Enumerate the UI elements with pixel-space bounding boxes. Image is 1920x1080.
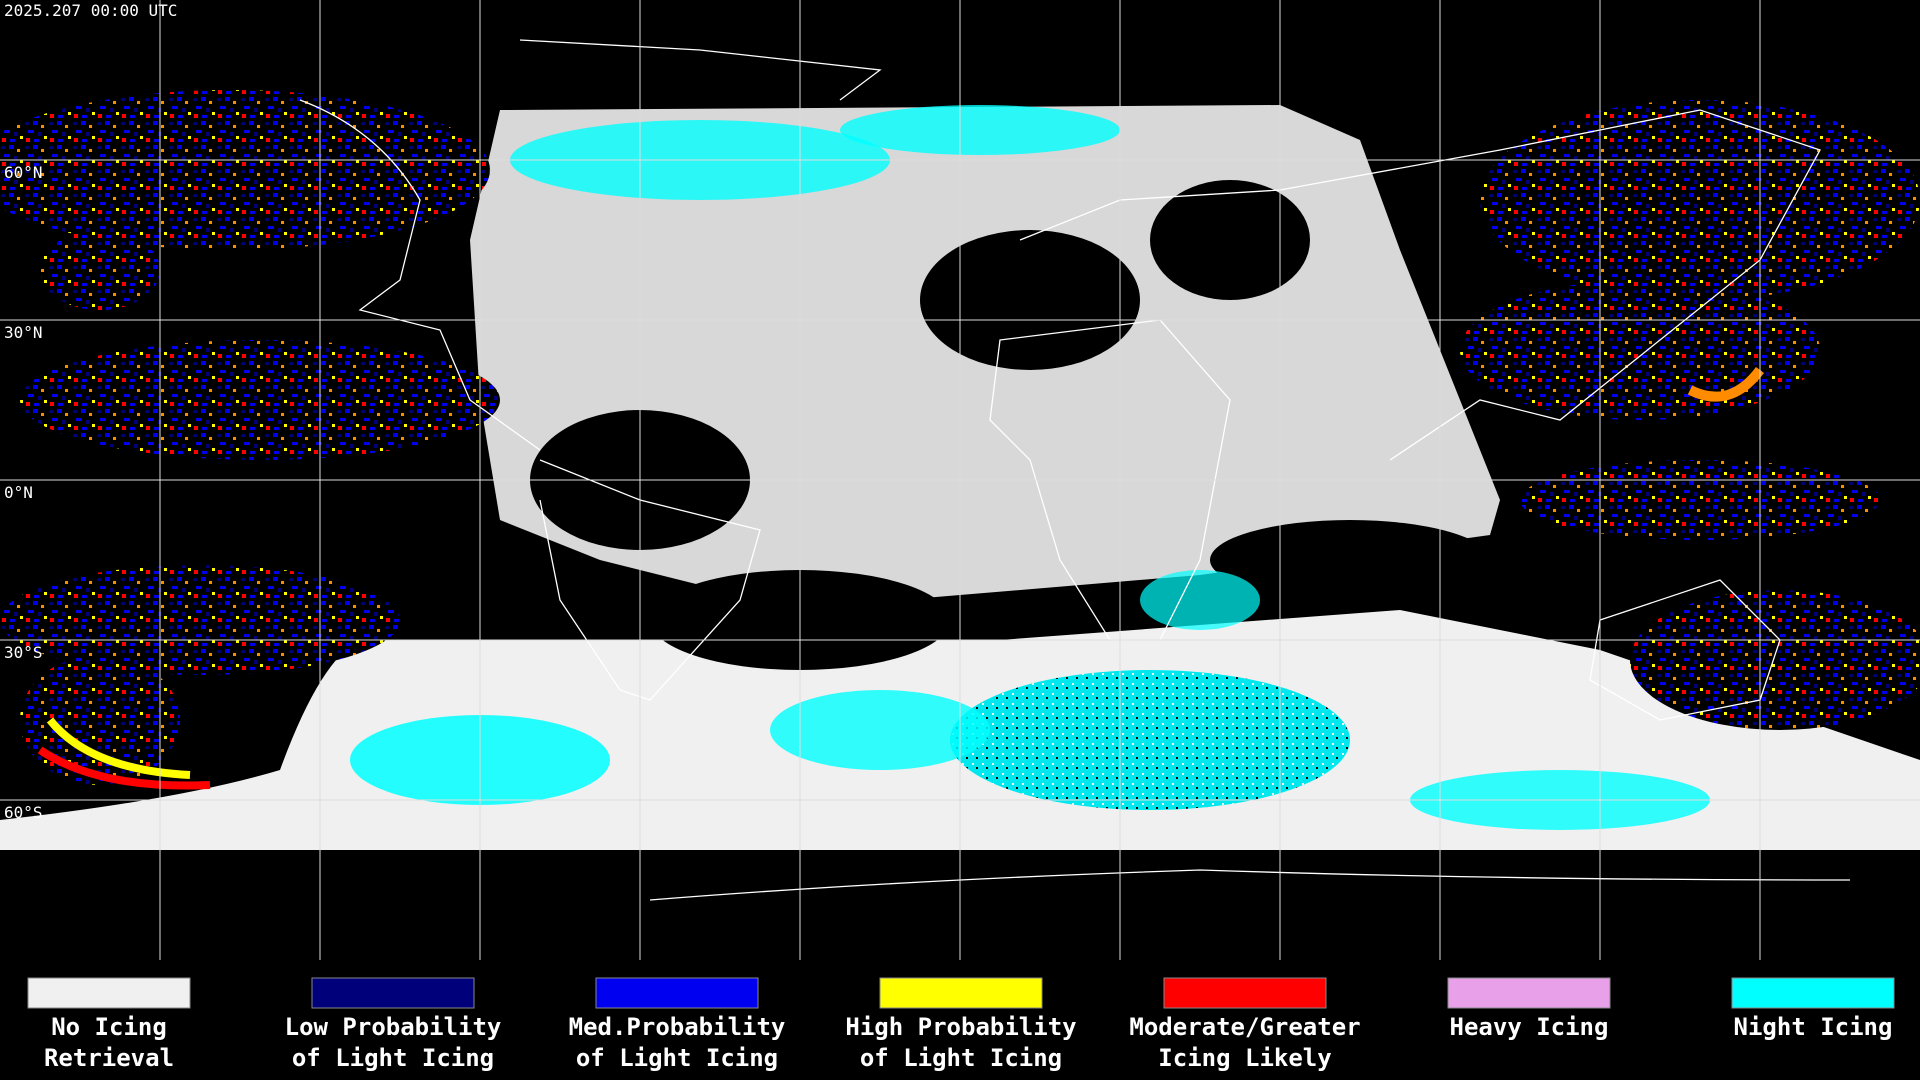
- legend-label: No Icing: [51, 1013, 167, 1041]
- latitude-label: 60°N: [4, 163, 43, 182]
- legend-label: High Probability: [845, 1013, 1076, 1041]
- legend-swatch: [311, 977, 475, 1009]
- graticule: [0, 0, 1920, 960]
- legend-label: Retrieval: [44, 1044, 174, 1072]
- legend-swatch: [27, 977, 191, 1009]
- legend-label: Med.Probability: [569, 1013, 786, 1041]
- legend-swatch: [879, 977, 1043, 1009]
- latitude-label: 30°N: [4, 323, 43, 342]
- legend-label: Low Probability: [285, 1013, 502, 1041]
- legend-item: Night Icing: [1731, 977, 1895, 1041]
- legend-label: Icing Likely: [1158, 1044, 1331, 1072]
- latitude-label: 30°S: [4, 643, 43, 662]
- legend-swatch: [1447, 977, 1611, 1009]
- legend-label: of Light Icing: [576, 1044, 778, 1072]
- legend-item: High Probability of Light Icing: [845, 977, 1077, 1072]
- legend-swatch: [595, 977, 759, 1009]
- legend-item: Heavy Icing: [1447, 977, 1611, 1041]
- legend-label: of Light Icing: [292, 1044, 494, 1072]
- latitude-label: 0°N: [4, 483, 33, 502]
- legend: No Icing Retrieval Low Probability of Light…: [27, 977, 1895, 1072]
- legend-item: Low Probability of Light Icing: [285, 977, 502, 1072]
- legend-label: Heavy Icing: [1450, 1013, 1609, 1041]
- latitude-labels: 60°N 30°N 0°N 30°S 60°S: [4, 163, 43, 822]
- legend-swatch: [1731, 977, 1895, 1009]
- legend-item: Moderate/Greater Icing Likely: [1129, 977, 1361, 1072]
- timestamp: 2025.207 00:00 UTC: [4, 1, 177, 20]
- legend-label: of Light Icing: [860, 1044, 1062, 1072]
- legend-swatch: [1163, 977, 1327, 1009]
- legend-item: No Icing Retrieval: [27, 977, 191, 1072]
- legend-item: Med.Probability of Light Icing: [569, 977, 786, 1072]
- legend-label: Moderate/Greater: [1129, 1013, 1360, 1041]
- legend-label: Night Icing: [1734, 1013, 1893, 1041]
- latitude-label: 60°S: [4, 803, 43, 822]
